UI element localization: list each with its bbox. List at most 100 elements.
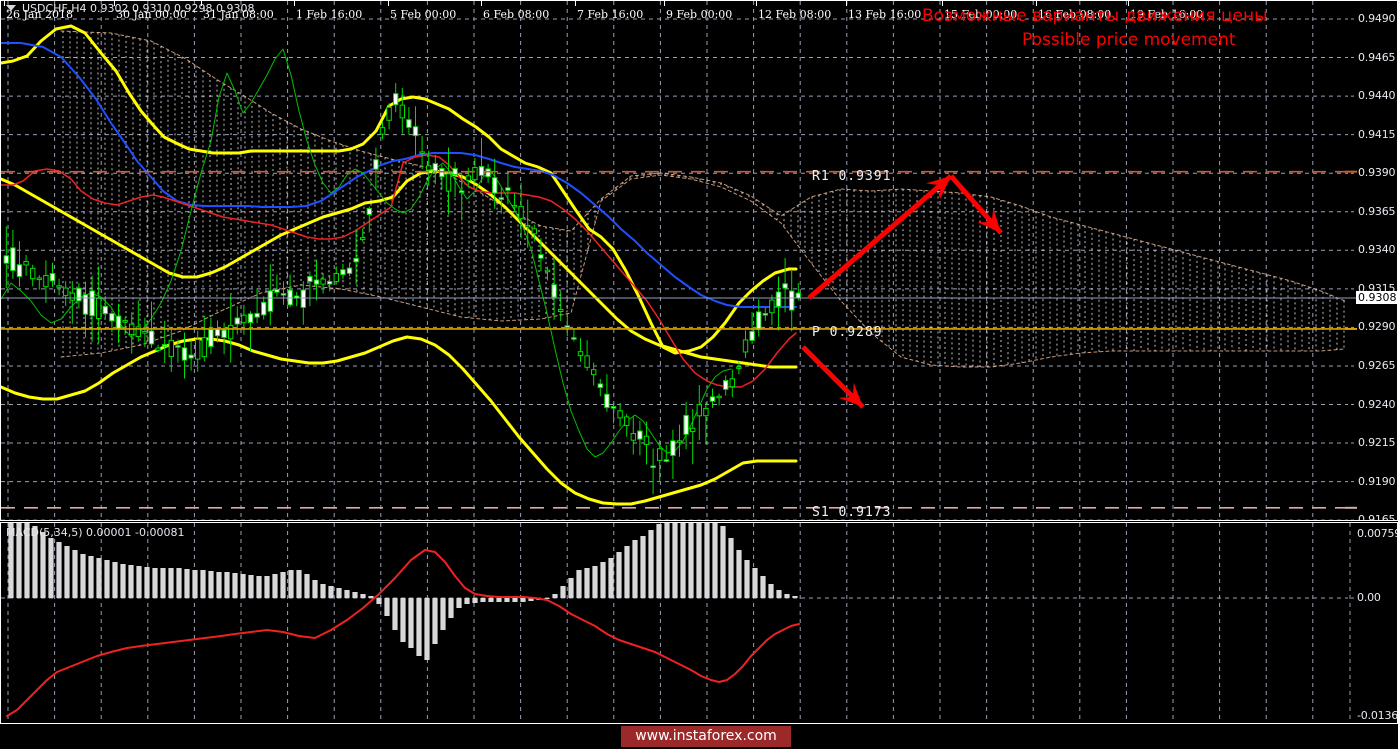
candle-body [261, 301, 267, 316]
price-chart-pane[interactable] [0, 0, 1346, 521]
price-axis-tick-label: 0.9190 [1358, 474, 1396, 488]
macd-histogram-bar [600, 562, 606, 598]
macd-histogram-bar [48, 538, 54, 598]
macd-histogram-bar [128, 565, 134, 598]
candle-body [340, 269, 346, 276]
candle-body [201, 337, 208, 358]
macd-histogram-bar [288, 570, 294, 598]
candle-body [716, 395, 722, 399]
price-axis-tick-label: 0.9440 [1358, 89, 1396, 103]
candle-body [23, 261, 29, 266]
candle-body [135, 326, 142, 337]
annotation-english: Possible price movement [1022, 30, 1236, 50]
candle-body [749, 330, 755, 341]
candle-body [577, 351, 584, 357]
candle-body [571, 337, 577, 340]
macd-histogram-bar [416, 598, 422, 656]
macd-histogram-bar [232, 573, 238, 598]
macd-histogram-bar [192, 570, 198, 598]
macd-histogram-bar [224, 572, 230, 598]
macd-histogram-bar [24, 523, 30, 598]
macd-histogram-bar [760, 576, 766, 598]
candle-body [89, 290, 95, 317]
candle-body [445, 173, 452, 192]
candle-body [155, 347, 161, 351]
macd-histogram-bar [608, 558, 614, 598]
macd-axis-tick-label: 0.00 [1357, 591, 1381, 604]
time-axis-tick-mark [664, 1, 665, 6]
time-axis-tick-mark [756, 1, 757, 6]
series-bollinger-lower-band [1, 335, 798, 506]
macd-histogram-bar [72, 550, 78, 598]
time-axis-tick-mark [1036, 1, 1037, 6]
candle-body [366, 207, 373, 216]
time-axis-tick-label: 26 Jan 2018 [6, 8, 74, 21]
candle-body [531, 228, 537, 235]
candle-body [742, 339, 749, 353]
candle-body [63, 287, 69, 296]
macd-histogram-bar [80, 554, 86, 598]
series-kijun-sen [1, 42, 797, 308]
candle-body [109, 313, 115, 322]
macd-histogram-bar [216, 572, 222, 598]
time-scale-axis[interactable]: 26 Jan 2018 30 Jan 00:00 31 Jan 08:00 1 Feb… [0, 0, 1398, 26]
candle-body [465, 175, 472, 181]
macd-histogram-bar [296, 570, 302, 598]
candle-body [234, 317, 241, 325]
time-axis-tick-mark [846, 1, 847, 6]
candle-body [432, 163, 439, 172]
candle-body [518, 205, 524, 220]
macd-histogram-bar [208, 571, 214, 598]
candle-body [10, 247, 16, 272]
macd-indicator-pane[interactable] [0, 522, 1346, 724]
candle-body [49, 272, 56, 282]
macd-histogram-bar [480, 598, 486, 602]
price-scale-axis[interactable]: 0.9490 0.9465 0.9440 0.9415 0.9390 0.9365 0.93… [1345, 0, 1398, 521]
macd-histogram-bar [744, 560, 750, 598]
time-axis-tick-label: 13 Feb 16:00 [848, 8, 922, 21]
candle-body [162, 344, 168, 347]
candle-body [386, 106, 392, 121]
candle-body [544, 269, 551, 273]
candle-body [267, 290, 274, 312]
candle-body [181, 347, 188, 361]
macd-histogram-bar [432, 598, 438, 644]
candle-body [551, 284, 557, 298]
macd-histogram-bar [672, 523, 678, 598]
candle-body [643, 435, 650, 445]
macd-histogram-bar [528, 598, 534, 601]
series-bollinger-middle-band [1, 169, 798, 369]
macd-histogram-bar [328, 586, 334, 598]
macd-histogram-bar [240, 574, 246, 598]
macd-histogram-bar [592, 566, 598, 598]
candle-body [703, 407, 709, 417]
macd-histogram-bar [16, 523, 22, 598]
macd-histogram-bar [776, 590, 782, 598]
candle-body [663, 459, 669, 462]
candle-body [762, 313, 768, 316]
candle-body [69, 292, 75, 301]
time-axis-tick-mark [4, 1, 5, 6]
candle-body [564, 325, 570, 328]
candle-body [775, 291, 782, 307]
candle-body [313, 279, 320, 285]
macd-histogram-bar [448, 598, 454, 618]
macd-axis-canvas [1345, 523, 1355, 723]
candle-body [756, 311, 762, 331]
chevron-down-icon[interactable] [6, 5, 16, 11]
candle-body [333, 273, 340, 283]
candle-body [736, 366, 742, 369]
macd-header-label: MACD(5,34,5) 0.00001 -0.00081 [6, 526, 185, 539]
candle-body [459, 190, 465, 193]
macd-histogram-bar [440, 598, 446, 630]
candle-body [274, 289, 280, 293]
macd-histogram-bar [464, 598, 470, 604]
macd-histogram-bar [664, 523, 670, 598]
candle-body [439, 167, 445, 178]
macd-histogram-bar [408, 598, 414, 648]
candle-body [617, 410, 623, 419]
macd-histogram-bar [736, 550, 742, 598]
macd-histogram-bar [712, 523, 718, 598]
candle-body [637, 430, 643, 440]
